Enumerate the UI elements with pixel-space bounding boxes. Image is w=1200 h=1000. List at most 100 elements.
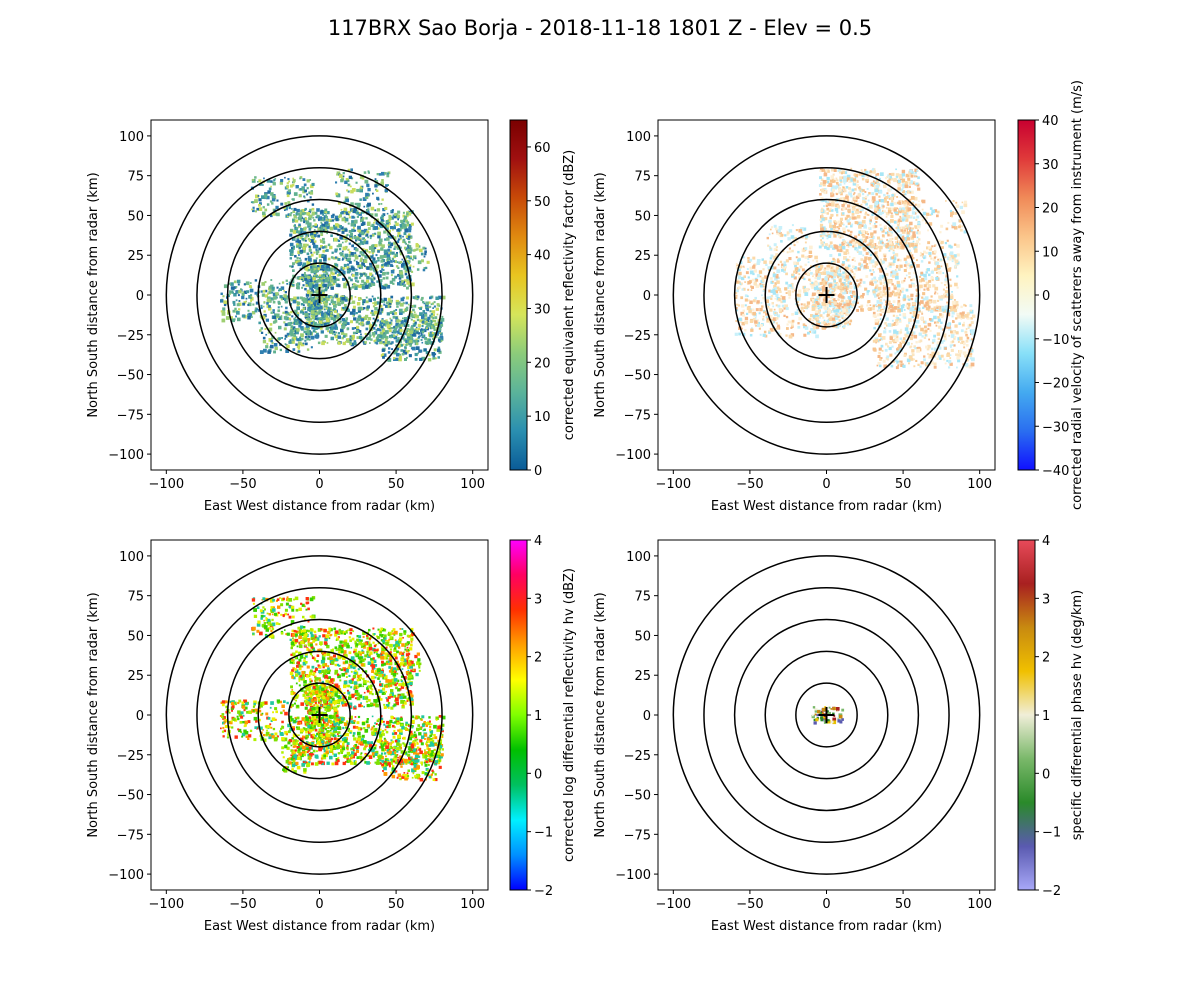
echo-gate xyxy=(923,336,927,339)
echo-gate xyxy=(904,212,907,215)
echo-gate xyxy=(849,233,852,237)
echo-gate xyxy=(935,261,940,266)
echo-gate xyxy=(308,305,313,309)
echo-gate xyxy=(305,293,310,297)
echo-gate xyxy=(338,174,343,178)
echo-gate xyxy=(923,288,926,291)
echo-field xyxy=(220,168,446,362)
echo-gate xyxy=(339,320,342,323)
echo-gate xyxy=(327,257,331,261)
echo-gate xyxy=(907,191,910,194)
echo-gate xyxy=(950,330,953,334)
echo-gate xyxy=(309,268,312,271)
echo-gate xyxy=(773,271,775,274)
echo-gate xyxy=(371,234,375,237)
echo-gate xyxy=(929,329,932,332)
echo-gate xyxy=(384,189,388,193)
echo-gate xyxy=(966,312,970,316)
echo-gate xyxy=(415,339,418,342)
echo-gate xyxy=(890,233,893,236)
echo-gate xyxy=(306,187,309,190)
echo-gate xyxy=(288,317,291,320)
echo-gate xyxy=(315,288,318,292)
echo-gate xyxy=(899,360,903,364)
echo-gate xyxy=(911,282,913,285)
echo-gate xyxy=(407,255,410,258)
echo-gate xyxy=(318,305,323,310)
echo-gate xyxy=(873,279,877,283)
echo-gate xyxy=(402,317,404,320)
echo-gate xyxy=(908,272,911,275)
echo-gate xyxy=(319,317,324,321)
echo-gate xyxy=(393,241,397,245)
echo-gate xyxy=(890,214,894,218)
echo-gate xyxy=(276,286,279,289)
echo-gate xyxy=(897,346,900,349)
echo-gate xyxy=(403,338,407,342)
echo-gate xyxy=(342,172,345,175)
echo-gate xyxy=(367,188,371,192)
echo-gate xyxy=(316,294,321,298)
echo-gate xyxy=(882,253,887,258)
echo-gate xyxy=(932,284,936,288)
echo-gate xyxy=(910,242,915,247)
echo-gate xyxy=(382,269,385,271)
echo-gate xyxy=(955,301,959,304)
echo-gate xyxy=(839,245,842,249)
echo-gate xyxy=(831,185,835,189)
echo-gate xyxy=(927,246,931,249)
echo-gate xyxy=(876,364,879,367)
echo-gate xyxy=(891,283,894,286)
echo-gate xyxy=(422,310,425,313)
echo-gate xyxy=(931,245,934,248)
echo-gate xyxy=(937,265,941,269)
echo-gate xyxy=(923,304,927,308)
echo-gate xyxy=(955,331,959,335)
echo-gate xyxy=(940,242,943,245)
echo-gate xyxy=(874,254,878,259)
echo-gate xyxy=(322,223,325,227)
echo-gate xyxy=(930,276,934,281)
echo-gate xyxy=(415,243,419,246)
echo-gate xyxy=(320,221,323,224)
echo-gate xyxy=(322,249,326,253)
echo-gate xyxy=(883,299,886,302)
echo-gate xyxy=(902,313,907,317)
echo-gate xyxy=(359,198,362,201)
echo-gate xyxy=(411,305,414,308)
echo-gate xyxy=(222,309,226,313)
echo-gate xyxy=(304,239,307,242)
echo-gate xyxy=(821,189,825,193)
echo-gate xyxy=(869,222,871,225)
echo-gate xyxy=(869,281,873,286)
echo-gate xyxy=(272,315,276,320)
echo-gate xyxy=(271,291,273,294)
echo-gate xyxy=(841,208,844,211)
echo-gate xyxy=(352,312,356,315)
echo-gate xyxy=(895,168,897,171)
echo-gate xyxy=(436,313,439,316)
echo-gate xyxy=(412,258,414,261)
echo-gate xyxy=(863,197,865,199)
echo-gate xyxy=(946,353,950,357)
echo-gate xyxy=(916,348,920,353)
echo-gate xyxy=(401,263,404,267)
echo-gate xyxy=(885,195,889,200)
echo-gate xyxy=(399,282,403,286)
echo-gate xyxy=(296,208,300,213)
echo-gate xyxy=(341,230,345,234)
echo-gate xyxy=(327,243,331,247)
echo-gate xyxy=(324,295,328,298)
echo-gate xyxy=(886,176,889,179)
echo-gate xyxy=(870,244,875,248)
echo-gate xyxy=(341,217,346,222)
echo-gate xyxy=(907,177,911,181)
echo-gate xyxy=(405,243,407,245)
echo-gate xyxy=(889,265,892,268)
echo-gate xyxy=(399,323,404,327)
echo-gate xyxy=(323,254,327,259)
echo-gate xyxy=(932,258,936,261)
echo-gate xyxy=(405,219,408,223)
echo-gate xyxy=(353,207,357,212)
echo-gate xyxy=(874,321,879,325)
